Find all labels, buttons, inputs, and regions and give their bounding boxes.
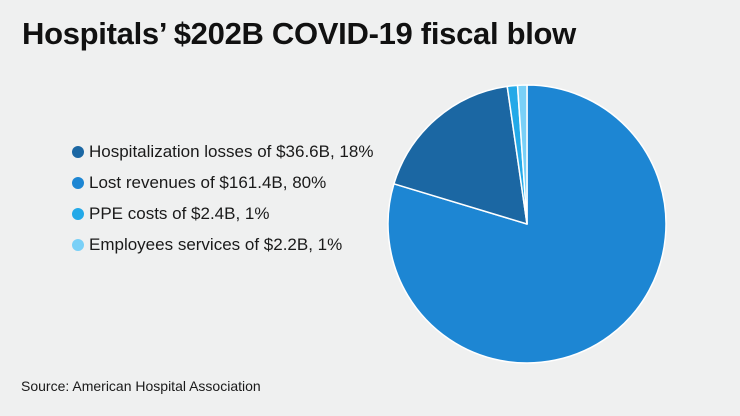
legend-swatch <box>72 145 84 158</box>
legend: Hospitalization losses of $36.6B, 18% Lo… <box>72 136 373 260</box>
legend-swatch <box>72 207 84 220</box>
legend-item-employees-services: Employees services of $2.2B, 1% <box>72 229 373 260</box>
pie-slice-hospitalization-losses <box>393 85 528 225</box>
legend-item-lost-revenues: Lost revenues of $161.4B, 80% <box>72 167 373 198</box>
legend-item-hospitalization-losses: Hospitalization losses of $36.6B, 18% <box>72 136 373 167</box>
source-note: Source: American Hospital Association <box>21 378 261 394</box>
legend-swatch <box>72 176 84 189</box>
legend-label: Employees services of $2.2B, 1% <box>89 234 343 254</box>
chart-title: Hospitals’ $202B COVID-19 fiscal blow <box>22 16 576 51</box>
pie-slice-lost-revenues <box>387 84 667 364</box>
pie-slice-employees-services <box>516 84 528 225</box>
legend-swatch <box>72 238 84 251</box>
legend-label: Hospitalization losses of $36.6B, 18% <box>89 141 374 161</box>
legend-label: PPE costs of $2.4B, 1% <box>89 203 270 223</box>
legend-item-ppe-costs: PPE costs of $2.4B, 1% <box>72 198 373 229</box>
legend-label: Lost revenues of $161.4B, 80% <box>89 172 327 192</box>
